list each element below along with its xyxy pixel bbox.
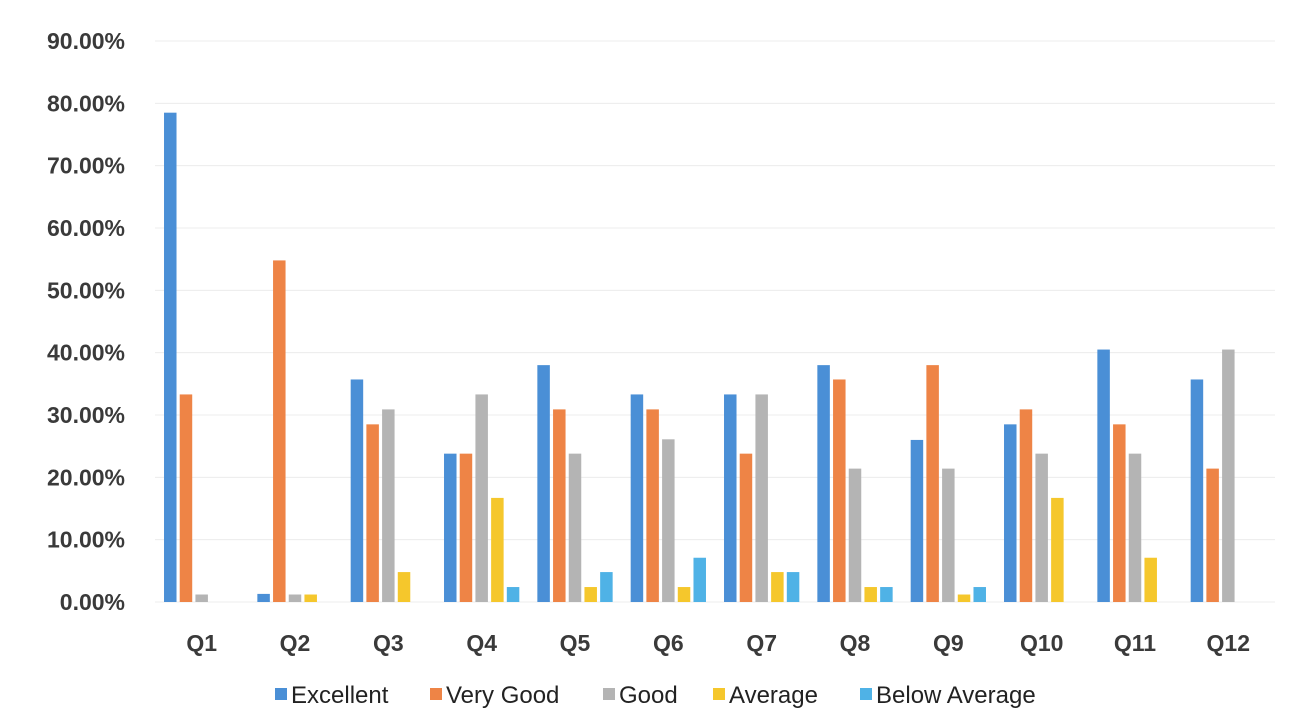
bar-q4-good [475,394,488,602]
bar-q7-very-good [739,453,753,602]
bar-q6-good [662,439,675,602]
y-tick-label: 40.00% [47,340,125,366]
bar-q4-average [491,497,504,602]
y-tick-label: 90.00% [47,28,125,54]
bar-q11-excellent [1097,349,1110,602]
bar-q12-good [1222,349,1235,602]
legend-swatch [603,688,615,700]
legend-item: Excellent [275,682,389,709]
bar-q11-good [1128,453,1142,602]
x-tick-label: Q12 [1207,630,1250,656]
bar-q3-average [397,572,411,602]
bar-q8-average [864,587,877,602]
y-tick-label: 50.00% [47,277,125,303]
bar-q2-excellent [257,593,270,602]
bar-q5-below-average [600,572,613,602]
x-tick-label: Q4 [466,630,497,656]
bar-q1-very-good [179,394,193,602]
bar-q4-excellent [444,453,457,602]
bars [164,112,1235,603]
legend-swatch [860,688,872,700]
x-tick-label: Q10 [1020,630,1063,656]
bar-q6-average [677,587,691,602]
bar-q7-average [771,572,784,602]
y-tick-label: 10.00% [47,527,125,553]
bar-q4-very-good [459,453,473,602]
bar-q4-below-average [506,587,520,602]
bar-q2-very-good [273,260,286,602]
x-tick-label: Q6 [653,630,684,656]
y-axis-ticks: 0.00% 10.00% 20.00% 30.00% 40.00% 50.00% 60.00… [47,28,125,615]
legend-label: Average [729,682,818,709]
gridlines [155,40,1275,603]
bar-q12-very-good [1206,468,1219,602]
y-tick-label: 30.00% [47,402,125,428]
y-tick-label: 60.00% [47,215,125,241]
bar-q5-excellent [537,365,550,602]
legend-label: Very Good [446,682,559,709]
bar-q5-good [568,453,582,602]
x-axis-labels: Q1 Q2 Q3 Q4 Q5 Q6 Q7 Q8 Q9 Q10 Q11 Q12 [186,630,1250,656]
legend-swatch [713,688,725,700]
bar-q9-good [942,468,955,602]
bar-q9-average [957,594,971,602]
bar-q12-excellent [1190,379,1204,602]
bar-q1-excellent [164,112,177,603]
legend-label: Good [619,682,678,709]
bar-q2-average [304,594,317,602]
y-tick-label: 20.00% [47,464,125,490]
x-tick-label: Q11 [1114,630,1156,656]
legend-item: Good [603,682,678,709]
legend-item: Average [713,682,818,709]
bar-q11-very-good [1113,424,1126,602]
x-tick-label: Q8 [840,630,871,656]
bar-q7-good [755,394,768,602]
bar-q6-very-good [646,409,659,602]
bar-q6-below-average [693,557,706,602]
legend-swatch [275,688,287,700]
bar-q7-below-average [786,572,800,602]
legend-item: Below Average [860,682,1036,709]
bar-q8-very-good [833,379,846,602]
y-tick-label: 80.00% [47,90,125,116]
bar-q10-average [1051,497,1064,602]
bar-q10-excellent [1004,424,1017,602]
legend: Excellent Very Good Good Average Below Avera… [275,682,1036,709]
x-tick-label: Q5 [560,630,591,656]
bar-q3-very-good [366,424,379,602]
bar-q9-very-good [926,365,939,602]
legend-swatch [430,688,442,700]
bar-q5-very-good [553,409,566,602]
bar-q8-excellent [817,365,830,602]
x-tick-label: Q1 [186,630,217,656]
bar-q8-good [848,468,862,602]
bar-q6-excellent [630,394,644,602]
legend-label: Excellent [291,682,389,709]
bar-q8-below-average [880,587,893,602]
bar-q11-average [1144,557,1157,602]
x-tick-label: Q7 [746,630,777,656]
x-tick-label: Q3 [373,630,404,656]
bar-q10-good [1035,453,1048,602]
bar-q7-excellent [724,394,737,602]
bar-q9-below-average [973,587,986,602]
x-tick-label: Q9 [933,630,964,656]
y-tick-label: 70.00% [47,153,125,179]
bar-q5-average [584,587,597,602]
legend-item: Very Good [430,682,559,709]
bar-q3-good [382,409,395,602]
y-tick-label: 0.00% [60,589,125,615]
bar-q3-excellent [350,379,364,602]
bar-q10-very-good [1019,409,1033,602]
bar-q9-excellent [910,439,924,602]
bar-q1-good [195,594,208,602]
bar-q2-good [288,594,302,602]
x-tick-label: Q2 [280,630,311,656]
legend-label: Below Average [876,682,1036,709]
